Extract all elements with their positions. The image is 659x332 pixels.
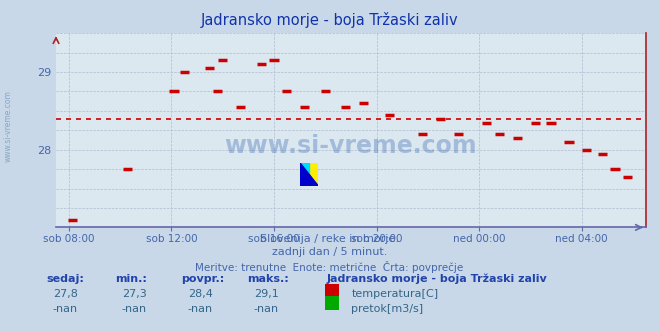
Text: Slovenija / reke in morje.: Slovenija / reke in morje.: [260, 234, 399, 244]
Text: 27,8: 27,8: [53, 289, 78, 299]
Text: www.si-vreme.com: www.si-vreme.com: [3, 90, 13, 162]
Text: temperatura[C]: temperatura[C]: [351, 289, 438, 299]
Text: zadnji dan / 5 minut.: zadnji dan / 5 minut.: [272, 247, 387, 257]
Text: 29,1: 29,1: [254, 289, 279, 299]
Text: pretok[m3/s]: pretok[m3/s]: [351, 304, 423, 314]
Text: 28,4: 28,4: [188, 289, 213, 299]
Text: 27,3: 27,3: [122, 289, 147, 299]
Text: Meritve: trenutne  Enote: metrične  Črta: povprečje: Meritve: trenutne Enote: metrične Črta: …: [195, 261, 464, 273]
Text: Jadransko morje - boja Tržaski zaliv: Jadransko morje - boja Tržaski zaliv: [326, 274, 547, 285]
Text: -nan: -nan: [188, 304, 213, 314]
Text: sedaj:: sedaj:: [46, 274, 84, 284]
Text: povpr.:: povpr.:: [181, 274, 225, 284]
Text: www.si-vreme.com: www.si-vreme.com: [225, 134, 477, 158]
Text: maks.:: maks.:: [247, 274, 289, 284]
Text: -nan: -nan: [53, 304, 78, 314]
Text: min.:: min.:: [115, 274, 147, 284]
Text: -nan: -nan: [254, 304, 279, 314]
Polygon shape: [300, 163, 318, 186]
Bar: [300, 163, 309, 186]
Bar: [309, 163, 318, 186]
Text: Jadransko morje - boja Tržaski zaliv: Jadransko morje - boja Tržaski zaliv: [201, 12, 458, 28]
Text: -nan: -nan: [122, 304, 147, 314]
